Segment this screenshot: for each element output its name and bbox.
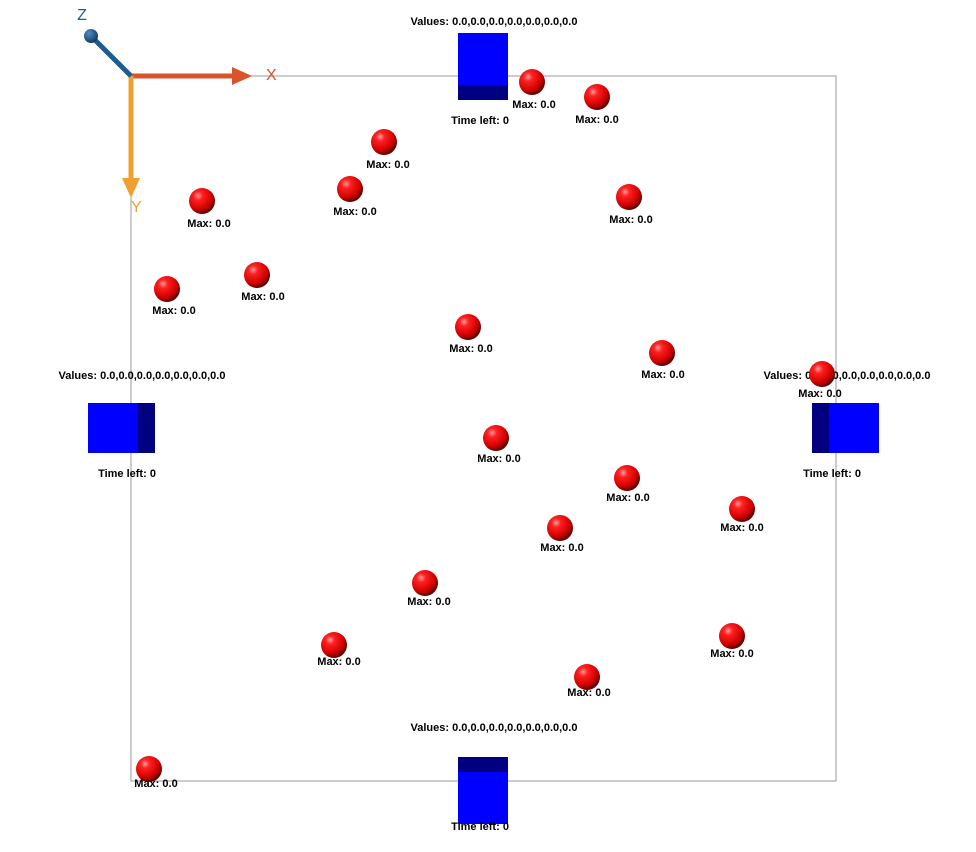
agent[interactable]: Max: 0.0 — [720, 496, 764, 534]
agent[interactable]: Max: 0.0 — [187, 188, 231, 230]
agent-max-label: Max: 0.0 — [606, 492, 649, 504]
station-values-label: Values: 0.0,0.0,0.0,0.0,0.0,0.0,0.0 — [411, 722, 578, 734]
agent-sphere-icon — [584, 84, 610, 110]
agent-max-label: Max: 0.0 — [575, 114, 618, 126]
station-time-label: Time left: 0 — [451, 115, 509, 127]
agent-max-label: Max: 0.0 — [720, 522, 763, 534]
agent[interactable]: Max: 0.0 — [575, 84, 619, 126]
agent-max-label: Max: 0.0 — [241, 291, 284, 303]
station-cube-side — [138, 403, 155, 453]
agent-sphere-icon — [547, 515, 573, 541]
agent-max-label: Max: 0.0 — [152, 305, 195, 317]
agent[interactable]: Max: 0.0 — [798, 361, 842, 400]
agent[interactable]: Max: 0.0 — [512, 69, 556, 111]
agent-max-label: Max: 0.0 — [187, 218, 230, 230]
station-cube-icon — [458, 33, 508, 85]
station-time-label: Time left: 0 — [98, 468, 156, 480]
z-axis-knob-icon — [84, 29, 98, 43]
station-right[interactable]: Values: 0.0,0.0,0.0,0.0,0.0,0.0,0.0 Time… — [764, 370, 931, 480]
agent-sphere-icon — [337, 176, 363, 202]
station-cube-icon — [829, 403, 879, 453]
agent[interactable]: Max: 0.0 — [134, 756, 178, 790]
agent[interactable]: Max: 0.0 — [333, 176, 377, 218]
agent-sphere-icon — [321, 632, 347, 658]
agent[interactable]: Max: 0.0 — [641, 340, 685, 381]
station-left[interactable]: Values: 0.0,0.0,0.0,0.0,0.0,0.0,0.0 Time… — [59, 370, 226, 480]
agent[interactable]: Max: 0.0 — [152, 276, 196, 317]
z-axis-label: Z — [77, 7, 87, 24]
agent-max-label: Max: 0.0 — [333, 206, 376, 218]
station-values-label: Values: 0.0,0.0,0.0,0.0,0.0,0.0,0.0 — [59, 370, 226, 382]
agent-sphere-icon — [455, 314, 481, 340]
agent-max-label: Max: 0.0 — [449, 343, 492, 355]
station-cube-side — [458, 757, 508, 772]
agent-max-label: Max: 0.0 — [477, 453, 520, 465]
station-cube-icon — [88, 403, 138, 453]
agent-sphere-icon — [244, 262, 270, 288]
agent-max-label: Max: 0.0 — [317, 656, 360, 668]
agent-sphere-icon — [136, 756, 162, 782]
agent-max-label: Max: 0.0 — [567, 687, 610, 699]
agent-sphere-icon — [483, 425, 509, 451]
agent-sphere-icon — [719, 623, 745, 649]
station-cube-icon — [458, 772, 508, 824]
agent[interactable]: Max: 0.0 — [477, 425, 521, 465]
agent[interactable]: Max: 0.0 — [609, 184, 653, 226]
station-cube-side — [458, 85, 508, 100]
agent[interactable]: Max: 0.0 — [317, 632, 361, 668]
agent[interactable]: Max: 0.0 — [567, 664, 611, 699]
station-cube-side — [812, 403, 829, 453]
agent[interactable]: Max: 0.0 — [449, 314, 493, 355]
arena-boundary — [130, 75, 837, 782]
agent-max-label: Max: 0.0 — [407, 596, 450, 608]
agent-sphere-icon — [519, 69, 545, 95]
agent-sphere-icon — [649, 340, 675, 366]
z-axis-line — [91, 36, 133, 78]
agent[interactable]: Max: 0.0 — [540, 515, 584, 554]
y-axis-arrow-icon — [122, 178, 140, 198]
agent[interactable]: Max: 0.0 — [241, 262, 285, 303]
y-axis-label: Y — [131, 199, 142, 216]
agent-max-label: Max: 0.0 — [710, 648, 753, 660]
agent-max-label: Max: 0.0 — [540, 542, 583, 554]
agent-max-label: Max: 0.0 — [641, 369, 684, 381]
agent-max-label: Max: 0.0 — [366, 159, 409, 171]
agent[interactable]: Max: 0.0 — [366, 129, 410, 171]
x-axis-label: X — [266, 67, 277, 84]
agent[interactable]: Max: 0.0 — [606, 465, 650, 504]
agent-sphere-icon — [614, 465, 640, 491]
agent-sphere-icon — [574, 664, 600, 690]
agent-max-label: Max: 0.0 — [798, 388, 841, 400]
station-top[interactable]: Values: 0.0,0.0,0.0,0.0,0.0,0.0,0.0 Time… — [411, 16, 578, 127]
station-time-label: Time left: 0 — [803, 468, 861, 480]
agent[interactable]: Max: 0.0 — [710, 623, 754, 660]
agent[interactable]: Max: 0.0 — [407, 570, 451, 608]
agent-max-label: Max: 0.0 — [609, 214, 652, 226]
axis-gizmo: X Y Z — [77, 7, 277, 216]
agent-sphere-icon — [729, 496, 755, 522]
x-axis-arrow-icon — [232, 67, 252, 85]
station-values-label: Values: 0.0,0.0,0.0,0.0,0.0,0.0,0.0 — [411, 16, 578, 28]
agent-sphere-icon — [371, 129, 397, 155]
station-values-label: Values: 0.0,0.0,0.0,0.0,0.0,0.0,0.0 — [764, 370, 931, 382]
agent-max-label: Max: 0.0 — [512, 99, 555, 111]
station-time-label: Time left: 0 — [451, 821, 509, 833]
agent-sphere-icon — [154, 276, 180, 302]
station-bottom[interactable]: Values: 0.0,0.0,0.0,0.0,0.0,0.0,0.0 Time… — [411, 722, 578, 833]
agent-sphere-icon — [809, 361, 835, 387]
agent-sphere-icon — [189, 188, 215, 214]
agent-max-label: Max: 0.0 — [134, 778, 177, 790]
agent-sphere-icon — [616, 184, 642, 210]
agent-sphere-icon — [412, 570, 438, 596]
